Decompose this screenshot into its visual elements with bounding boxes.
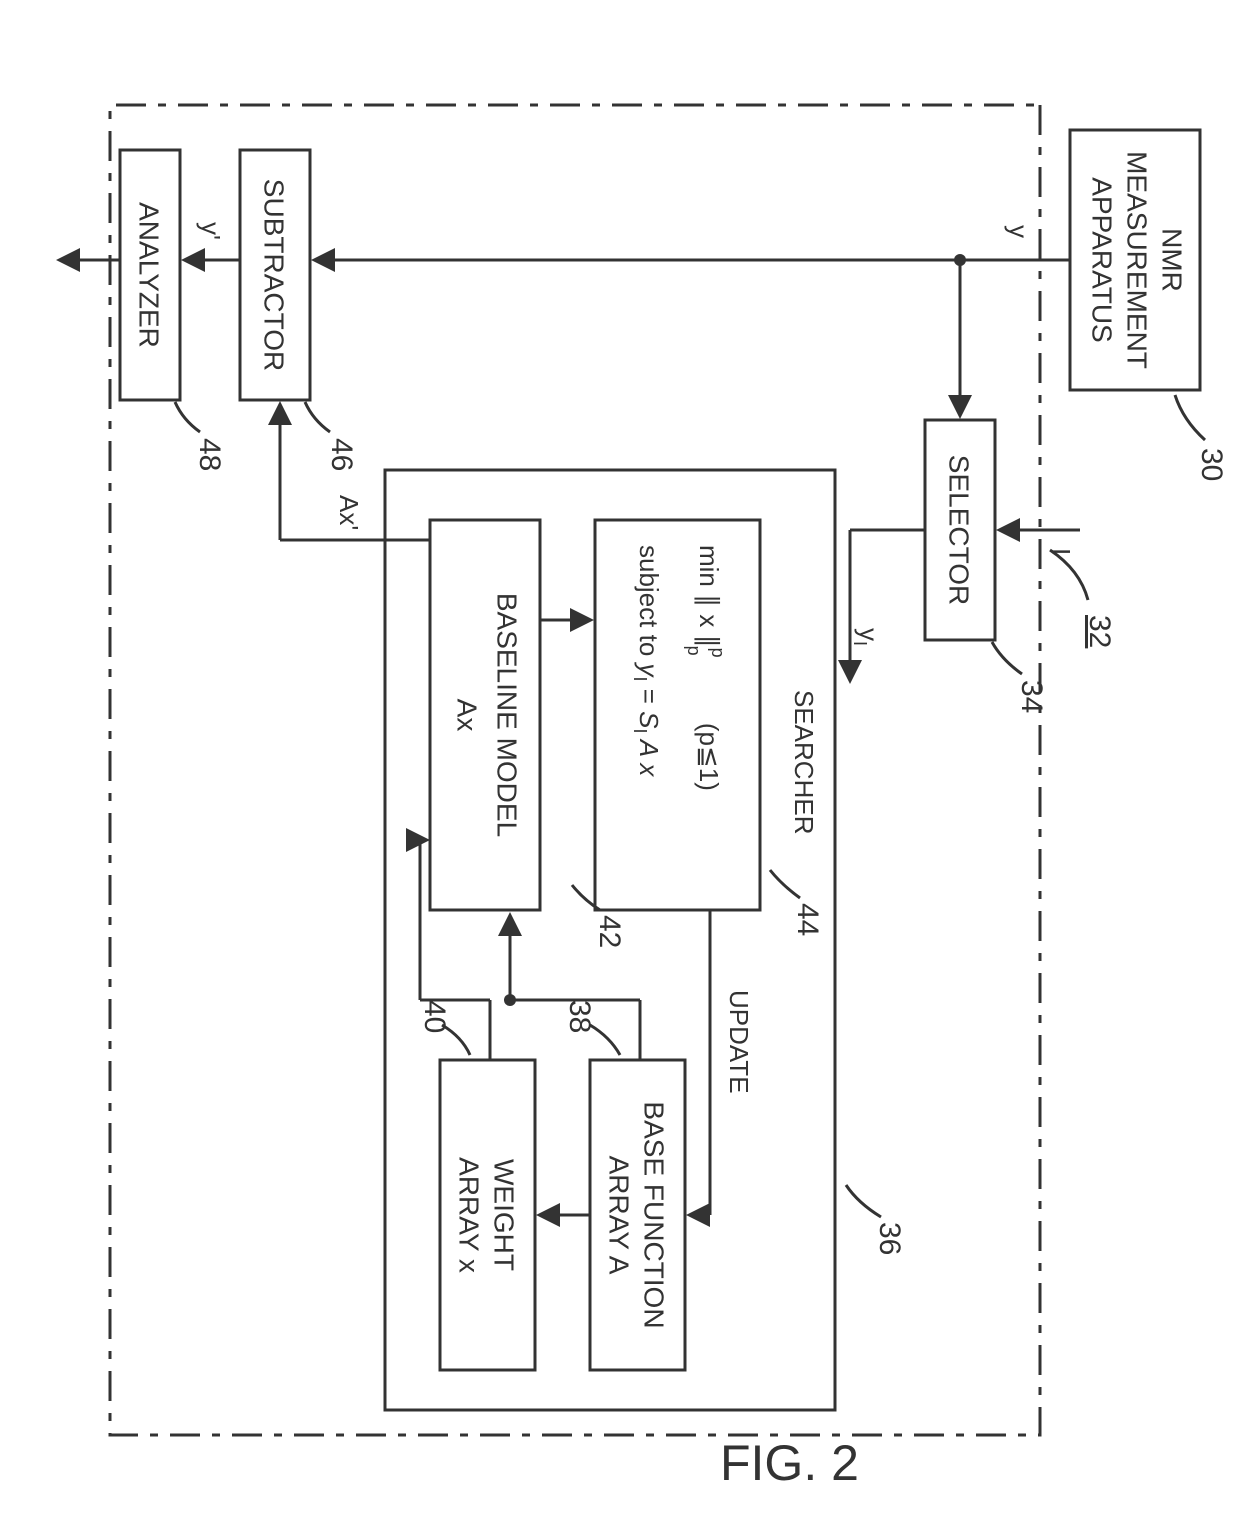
analyzer-label: ANALYZER: [134, 202, 165, 348]
basefn-line1: BASE FUNCTION: [639, 1101, 670, 1328]
optimizer-constraint: subject to yI = SI A x: [630, 545, 664, 777]
signal-axp: Ax': [334, 495, 364, 530]
signal-yI: yI: [850, 628, 884, 646]
subtractor-label: SUBTRACTOR: [259, 179, 290, 371]
optimizer-main: min ∥ x ∥pp (p≦1): [682, 545, 728, 791]
ref-48: 48: [193, 438, 226, 471]
baseline-line2: Ax: [452, 699, 483, 732]
ref-30: 30: [1195, 448, 1228, 481]
nmr-line3: APPARATUS: [1087, 177, 1118, 342]
signal-y: y: [1004, 225, 1034, 238]
ref-40: 40: [418, 1000, 451, 1033]
ref-leader-36: [846, 1185, 881, 1217]
nmr-line1: NMR: [1157, 228, 1188, 292]
nmr-line2: MEASUREMENT: [1122, 151, 1153, 369]
ref-44: 44: [791, 903, 824, 936]
basefn-line2: ARRAY A: [604, 1156, 635, 1275]
ref-42: 42: [593, 915, 626, 948]
signal-yp: y': [196, 222, 226, 240]
ref-32: 32: [1083, 615, 1116, 648]
weight-line2: ARRAY x: [454, 1157, 485, 1273]
baseline-line1: BASELINE MODEL: [492, 593, 523, 837]
ref-leader-34: [992, 642, 1022, 674]
searcher-label: SEARCHER: [789, 690, 819, 834]
ref-leader-48: [175, 402, 200, 432]
ref-34: 34: [1015, 680, 1048, 713]
ref-38: 38: [563, 1000, 596, 1033]
optimizer-box: [595, 520, 760, 910]
signal-I: I: [1046, 548, 1076, 555]
weight-line1: WEIGHT: [489, 1159, 520, 1271]
update-label: UPDATE: [724, 990, 754, 1094]
ref-leader-32: [1050, 550, 1088, 600]
ref-46: 46: [325, 438, 358, 471]
figure-label: FIG. 2: [720, 1435, 859, 1491]
ref-leader-44: [770, 870, 800, 898]
selector-label: SELECTOR: [944, 455, 975, 605]
ref-leader-46: [305, 402, 330, 432]
ref-leader-30: [1175, 395, 1205, 440]
ref-36: 36: [873, 1222, 906, 1255]
